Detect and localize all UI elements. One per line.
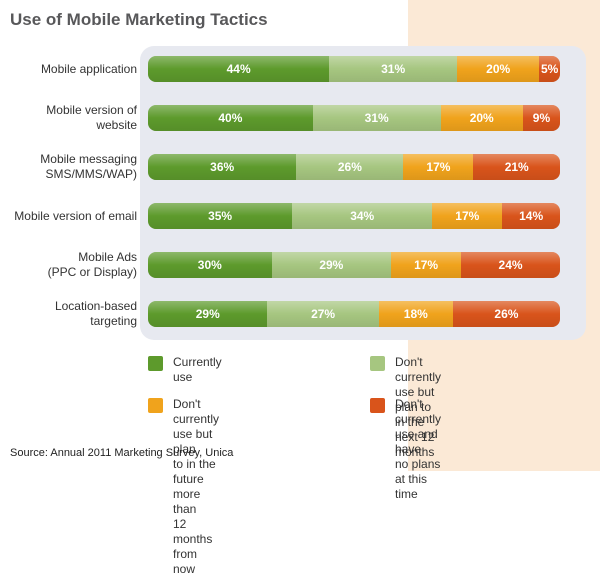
bar-segment: 40%	[148, 105, 313, 131]
bar-segment: 21%	[473, 154, 560, 180]
legend-label: Don't currently use and have no plans at …	[395, 397, 441, 502]
data-label: 29%	[319, 258, 344, 272]
legend-swatch	[370, 356, 385, 371]
bar-segment: 36%	[148, 154, 297, 180]
legend-swatch	[148, 398, 163, 413]
data-label: 26%	[494, 307, 519, 321]
chart-card	[140, 46, 586, 340]
stacked-bar: 35% 34% 17% 14%	[148, 203, 560, 229]
bar-segment: 44%	[148, 56, 330, 82]
bar-segment: 26%	[452, 301, 560, 327]
legend-label-line: to in the future more than	[173, 457, 216, 516]
data-label: 35%	[208, 209, 233, 223]
data-label: 24%	[498, 258, 523, 272]
category-label: Location-based targeting	[0, 299, 137, 329]
bar-segment: 31%	[312, 105, 441, 131]
data-label: 20%	[469, 111, 494, 125]
data-label: 31%	[381, 62, 406, 76]
data-label: 34%	[350, 209, 375, 223]
data-label: 5%	[541, 62, 559, 76]
category-label-line: targeting	[90, 314, 137, 328]
legend-label-line: Currently use	[173, 355, 222, 384]
bar-segment: 20%	[440, 105, 523, 131]
legend-swatch	[370, 398, 385, 413]
bar-segment: 17%	[432, 203, 503, 229]
data-label: 26%	[337, 160, 362, 174]
data-label: 17%	[455, 209, 480, 223]
category-label-line: Location-based	[54, 299, 137, 313]
stacked-bar: 36% 26% 17% 21%	[148, 154, 560, 180]
source-note: Source: Annual 2011 Marketing Survey, Un…	[10, 447, 234, 459]
data-label: 17%	[414, 258, 439, 272]
legend-label-line: Don't currently use and have	[395, 397, 442, 456]
legend-label: Don't currently use but plan to in the ne…	[395, 355, 441, 460]
category-label-line: Mobile messaging	[40, 152, 137, 166]
bar-segment: 17%	[403, 154, 474, 180]
data-label: 31%	[364, 111, 389, 125]
bar-segment: 20%	[456, 56, 540, 82]
bar-segment: 24%	[461, 252, 560, 278]
legend-label-line: plan to in the next 12 months	[395, 400, 435, 459]
category-label-line: Mobile Ads	[78, 250, 137, 264]
data-label: 27%	[311, 307, 336, 321]
bar-segment: 18%	[378, 301, 453, 327]
chart-title: Use of Mobile Marketing Tactics	[10, 10, 268, 29]
category-label: Mobile messaging SMS/MMS/WAP)	[0, 152, 137, 182]
bar-segment: 14%	[502, 203, 560, 229]
bar-segment: 29%	[271, 252, 392, 278]
bar-segment: 30%	[148, 252, 272, 278]
data-label: 30%	[197, 258, 222, 272]
bar-segment: 26%	[296, 154, 404, 180]
legend-label-line: Don't currently use but	[395, 355, 442, 399]
category-label-line: website	[96, 118, 137, 132]
stacked-bar: 29% 27% 18% 26%	[148, 301, 560, 327]
category-label-line: Mobile version of email	[14, 208, 137, 223]
data-label: 17%	[426, 160, 451, 174]
category-label: Mobile version of website	[0, 103, 137, 133]
data-label: 40%	[218, 111, 243, 125]
data-label: 20%	[486, 62, 511, 76]
data-label: 18%	[403, 307, 428, 321]
bar-segment: 5%	[539, 56, 560, 82]
bar-segment: 29%	[148, 301, 268, 327]
stacked-bar: 40% 31% 20% 9%	[148, 105, 560, 131]
category-label: Mobile Ads (PPC or Display)	[0, 250, 137, 280]
bar-segment: 27%	[267, 301, 379, 327]
bar-segment: 9%	[522, 105, 560, 131]
data-label: 9%	[532, 111, 551, 125]
category-label: Mobile application	[0, 62, 137, 77]
legend-label: Currently use	[173, 355, 222, 385]
legend-swatch	[148, 356, 163, 371]
data-label: 14%	[519, 209, 544, 223]
category-label-line: Mobile version of	[46, 103, 137, 117]
bar-segment: 17%	[391, 252, 462, 278]
legend-label-line: no plans at this time	[395, 457, 441, 501]
stacked-bar: 30% 29% 17% 24%	[148, 252, 560, 278]
legend-label-line: 12 months from now	[173, 517, 213, 576]
legend-label: Don't currently use but plan to in the fu…	[173, 397, 219, 577]
category-label-line: SMS/MMS/WAP)	[45, 167, 137, 181]
category-label: Mobile version of email	[0, 209, 137, 224]
category-label-line: (PPC or Display)	[47, 265, 137, 279]
category-label-line: Mobile application	[40, 61, 137, 76]
stacked-bar: 44% 31% 20% 5%	[148, 56, 560, 82]
data-label: 36%	[210, 160, 235, 174]
data-label: 21%	[504, 160, 529, 174]
bar-segment: 31%	[329, 56, 457, 82]
data-label: 29%	[195, 307, 220, 321]
bar-segment: 34%	[292, 203, 433, 229]
legend-label-line: Don't currently use but plan	[173, 397, 220, 456]
data-label: 44%	[226, 62, 251, 76]
bar-segment: 35%	[148, 203, 293, 229]
